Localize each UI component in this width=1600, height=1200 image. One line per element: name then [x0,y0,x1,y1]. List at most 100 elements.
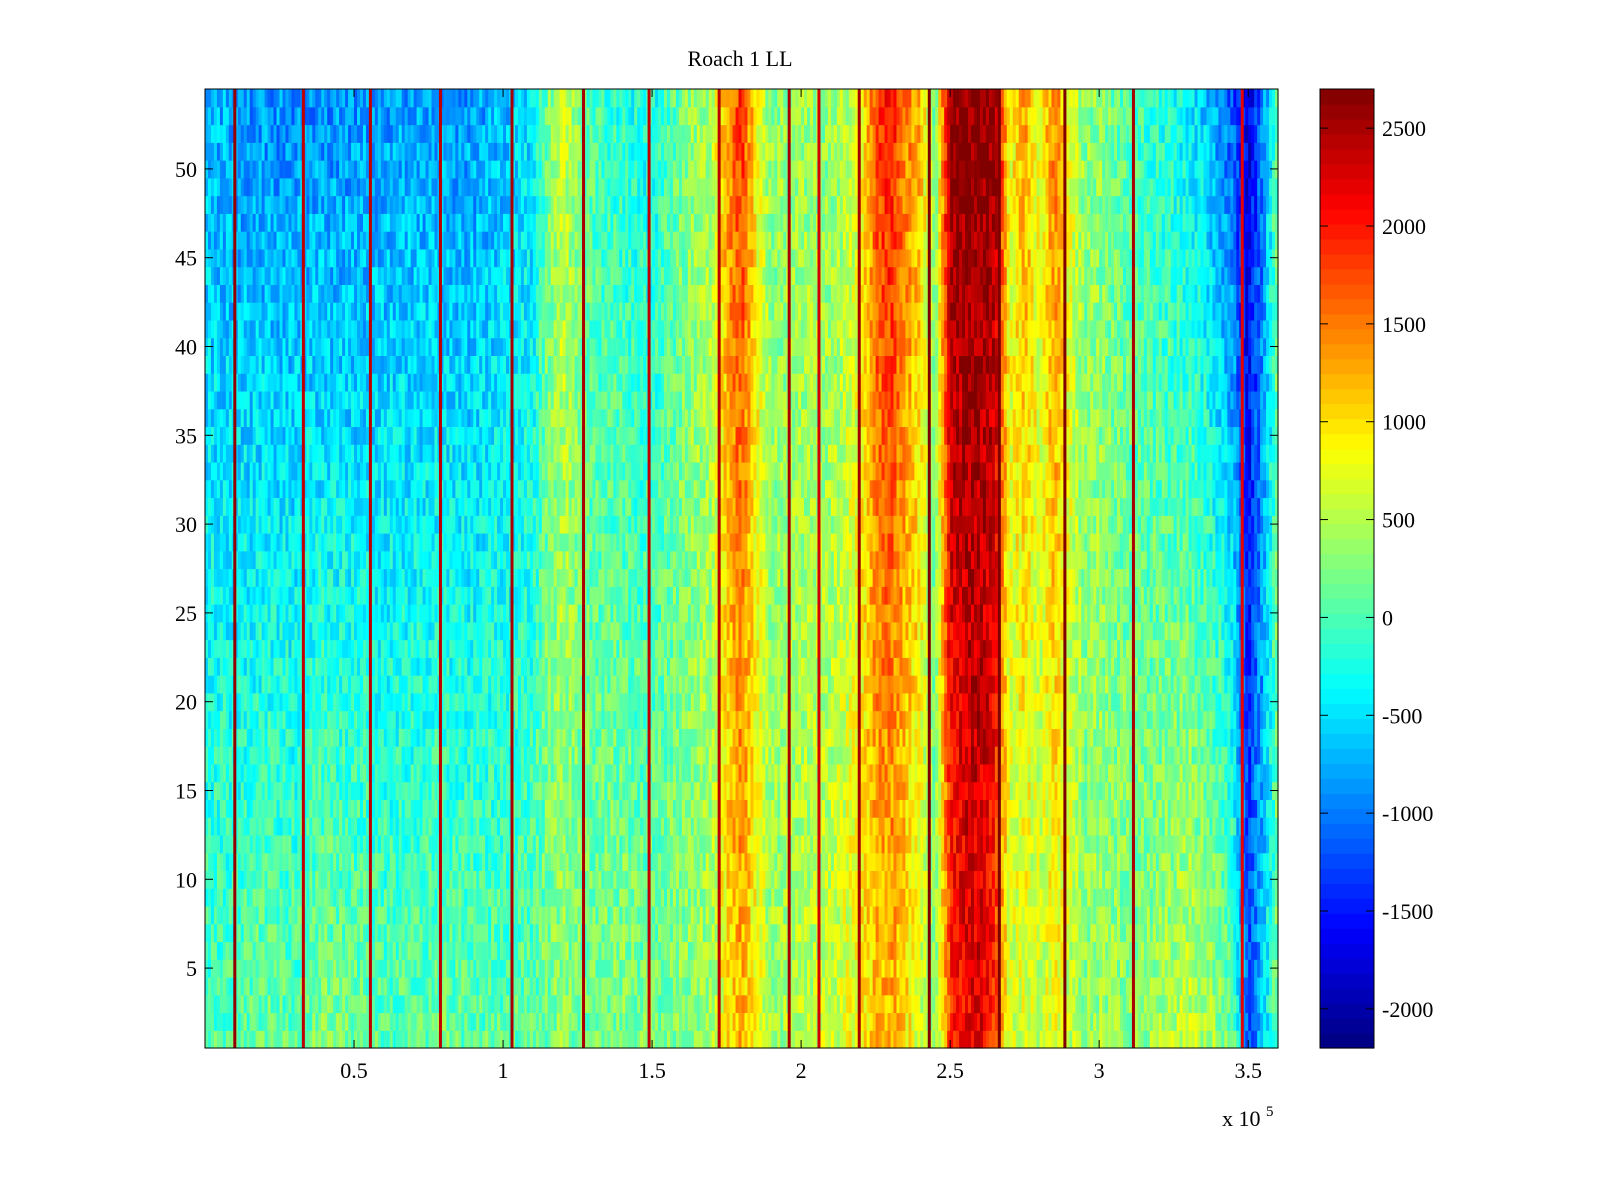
heatmap-cell [348,994,352,1014]
heatmap-cell [890,923,895,943]
heatmap-cell [860,923,865,943]
heatmap-cell [491,959,495,978]
heatmap-cell [944,905,948,925]
heatmap-cell [455,870,459,889]
heatmap-cell [1003,905,1008,925]
heatmap-cell [553,870,558,889]
heatmap-cell [1212,976,1217,996]
heatmap-cell [988,923,993,943]
heatmap-cell [669,994,674,1014]
heatmap-cell [726,976,731,996]
heatmap-cell [1036,976,1041,996]
heatmap-cell [1093,817,1097,836]
heatmap-cell [848,905,853,925]
heatmap-cell [550,1030,555,1049]
heatmap-cell [842,905,847,925]
heatmap-cell [568,1030,573,1049]
heatmap-cell [845,994,850,1014]
heatmap-cell [1120,976,1124,996]
heatmap-cell [985,799,990,818]
heatmap-cell [604,994,608,1014]
heatmap-cell [792,959,796,978]
heatmap-cell [1108,852,1112,872]
heatmap-cell [479,1030,483,1049]
heatmap-cell [1024,834,1029,854]
heatmap-cell [1173,941,1178,960]
heatmap-cell [517,852,522,872]
heatmap-cell [1170,923,1175,943]
heatmap-cell [804,905,808,925]
heatmap-cell [1105,994,1109,1014]
heatmap-cell [1233,941,1237,960]
heatmap-cell [1215,994,1219,1014]
heatmap-cell [887,976,892,996]
heatmap-cell [559,799,564,818]
heatmap-cell [473,923,477,943]
heatmap-cell [991,923,996,943]
heatmap-cell [520,888,525,907]
heatmap-cell [294,976,298,996]
heatmap-cell [801,1012,805,1031]
heatmap-cell [1212,870,1217,889]
heatmap-cell [354,976,358,996]
heatmap-cell [780,852,784,872]
heatmap-cell [294,834,298,854]
heatmap-cell [699,870,704,889]
heatmap-cell [1200,905,1205,925]
heatmap-cell [893,1012,898,1031]
heatmap-cell [613,888,617,907]
heatmap-cell [619,1012,623,1031]
heatmap-cell [482,888,486,907]
heatmap-cell [1039,994,1044,1014]
heatmap-cell [443,941,448,960]
heatmap-cell [1024,817,1029,836]
heatmap-cell [953,834,957,854]
heatmap-cell [833,941,838,960]
heatmap-cell [1108,905,1112,925]
heatmap-cell [523,852,528,872]
heatmap-cell [804,799,808,818]
heatmap-cell [577,905,582,925]
heatmap-cell [1024,976,1029,996]
heatmap-cell [613,817,617,836]
heatmap-cell [336,994,340,1014]
heatmap-cell [458,976,462,996]
heatmap-cell [276,976,281,996]
heatmap-cell [875,959,880,978]
heatmap-cell [291,799,296,818]
heatmap-cell [714,941,719,960]
heatmap-cell [252,1012,257,1031]
heatmap-cell [956,834,960,854]
heatmap-cell [956,1012,960,1031]
heatmap-cell [219,870,224,889]
heatmap-cell [1024,888,1029,907]
heatmap-cell [541,799,546,818]
heatmap-cell [1125,852,1130,872]
heatmap-cell [1096,817,1100,836]
heatmap-cell [1134,941,1139,960]
heatmap-cell [589,799,594,818]
heatmap-cell [1143,923,1148,943]
heatmap-cell [994,941,999,960]
heatmap-cell [661,959,665,978]
heatmap-cell [1179,941,1184,960]
heatmap-cell [1173,1030,1178,1049]
heatmap-cell [741,888,746,907]
heatmap-cell [285,888,290,907]
heatmap-cell [1096,959,1100,978]
heatmap-cell [294,905,298,925]
heatmap-cell [604,1012,608,1031]
heatmap-cell [434,923,439,943]
heatmap-cell [413,905,418,925]
chart-title: Roach 1 LL [687,46,792,71]
heatmap-cell [842,888,847,907]
heatmap-cell [1021,1012,1026,1031]
heatmap-cell [690,959,695,978]
heatmap-cell [744,1030,749,1049]
heatmap-cell [514,1030,519,1049]
heatmap-cell [851,888,856,907]
heatmap-cell [1027,817,1032,836]
heatmap-cell [357,994,361,1014]
heatmap-cell [321,852,325,872]
heatmap-cell [446,905,451,925]
